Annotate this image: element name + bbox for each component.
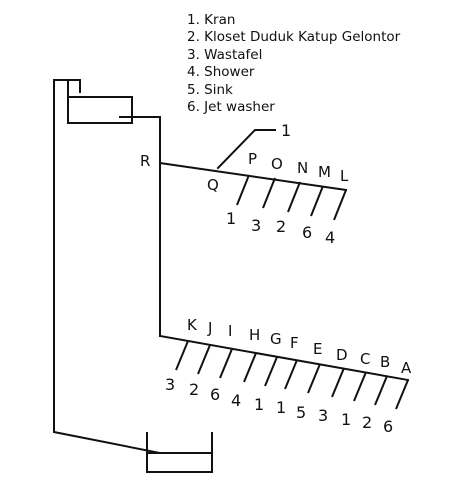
legend-item: 2. Kloset Duduk Katup Gelontor [187, 29, 401, 46]
fixture-number: 5 [296, 403, 306, 422]
node-label-i: I [228, 322, 232, 340]
fixture-drop [333, 189, 347, 221]
fixture-drop [175, 340, 189, 371]
legend-item: 6. Jet washer [187, 99, 275, 116]
node-label-e: E [313, 340, 322, 358]
node-label-k: K [187, 316, 198, 334]
node-label-d: D [336, 346, 348, 364]
node-label-l: L [340, 167, 349, 185]
upper-branch-pipe [158, 161, 348, 192]
fixture-drop [310, 185, 324, 217]
node-label-p: P [248, 150, 257, 168]
fixture-drop [264, 356, 278, 387]
node-label-o: O [271, 155, 283, 173]
node-label-n: N [297, 159, 308, 177]
fixture-drop [236, 174, 250, 206]
fixture-number: 3 [165, 375, 175, 394]
node-label-q: Q [207, 176, 219, 194]
node-label-f: F [290, 334, 299, 352]
legend-item: 5. Sink [187, 81, 233, 98]
fixture-number: 1 [226, 209, 236, 228]
fixture-drop [331, 367, 345, 398]
fixture-number: 3 [251, 216, 261, 235]
node-label-m: M [318, 163, 331, 181]
fixture-drop [284, 359, 298, 390]
legend-item: 4. Shower [187, 64, 255, 81]
roof-tank [67, 79, 133, 124]
fixture-number: 4 [231, 391, 241, 410]
node-label-r: R [140, 152, 150, 170]
fixture-drop [243, 352, 257, 383]
fixture-number: 4 [325, 228, 335, 247]
node-label-h: H [249, 326, 260, 344]
fixture-drop [353, 371, 367, 402]
fixture-number: 6 [302, 223, 312, 242]
fixture-number: 2 [362, 413, 372, 432]
node-label-a: A [401, 359, 412, 377]
q-callout-line [216, 129, 276, 170]
node-label-b: B [380, 353, 390, 371]
fixture-drop [287, 181, 301, 213]
node-label-c: C [360, 350, 370, 368]
fixture-drop [374, 375, 388, 406]
fixture-number: 1 [276, 398, 286, 417]
fixture-number: 1 [341, 410, 351, 429]
legend-item: 3. Wastafel [187, 46, 263, 63]
node-label-g: G [270, 330, 282, 348]
fixture-number: 3 [318, 406, 328, 425]
fixture-number: 2 [189, 380, 199, 399]
fixture-drop [262, 177, 276, 209]
fixture-number: 6 [210, 385, 220, 404]
q-callout-number: 1 [281, 121, 291, 140]
legend-item: 1. Kran [187, 12, 236, 28]
fixture-drop [197, 344, 211, 375]
node-label-j: J [207, 319, 212, 337]
fixture-number: 2 [276, 217, 286, 236]
riser-pipe [53, 79, 162, 455]
fixture-drop [307, 363, 321, 394]
fixture-legend: 1. Kran 2. Kloset Duduk Katup Gelontor 3… [187, 12, 400, 116]
fixture-number: 1 [254, 395, 264, 414]
fixture-drop [395, 379, 409, 410]
fixture-drop [219, 348, 233, 379]
fixture-number: 6 [383, 417, 393, 436]
downfeed-pipe [119, 116, 161, 337]
